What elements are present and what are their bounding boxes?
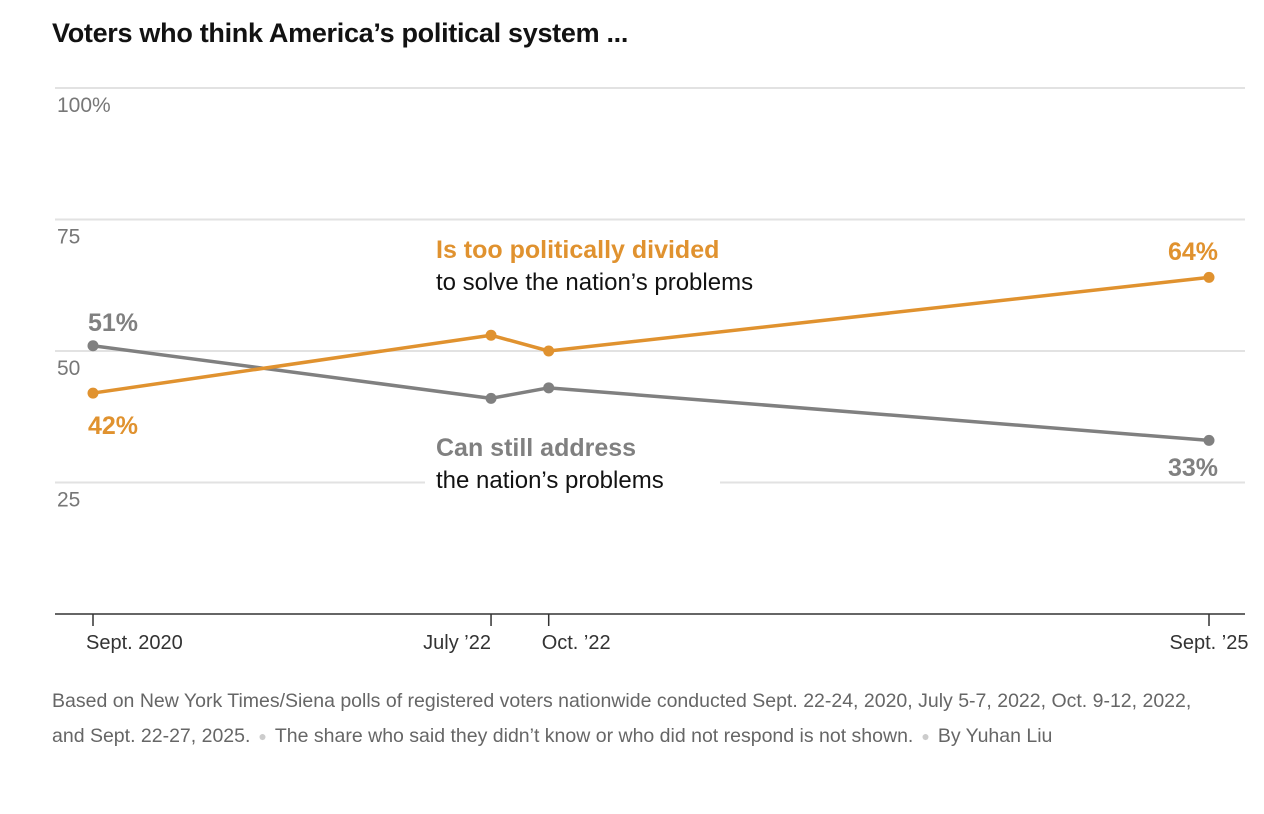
y-tick-label: 100% [57, 94, 111, 117]
data-point [543, 382, 555, 394]
note-dont-know: The share who said they didn’t know or w… [274, 725, 914, 747]
series-name-divided: Is too politically divided [436, 236, 719, 264]
data-point [485, 329, 497, 341]
y-tick-label: 50 [57, 357, 80, 380]
series-line [92, 344, 1210, 443]
chart-title: Voters who think America’s political sys… [52, 18, 629, 48]
note-source: Based on New York Times/Siena polls of r… [52, 690, 1192, 747]
data-point [1203, 271, 1215, 283]
annotation-background [425, 455, 720, 495]
data-point [87, 387, 99, 399]
x-tick-label: Sept. 2020 [86, 632, 183, 654]
byline: By Yuhan Liu [937, 725, 1053, 747]
data-point [1203, 434, 1215, 446]
data-label-end: 64% [1168, 238, 1218, 266]
x-tick-label: July ’22 [423, 632, 491, 654]
data-label-end: 33% [1168, 454, 1218, 482]
bullet-icon: ● [258, 728, 267, 745]
y-tick-label: 75 [57, 226, 80, 249]
data-point [87, 340, 99, 352]
y-tick-label: 25 [57, 489, 80, 512]
line-chart: 100% 75 50 25 Sept. 2020 July ’22 Oct. ’22 Sept… [55, 87, 1249, 654]
data-label-start: 42% [88, 412, 138, 440]
series-subtitle-address: the nation’s problems [436, 467, 664, 494]
x-tick-label: Oct. ’22 [542, 632, 611, 654]
chart-note: Based on New York Times/Siena polls of r… [52, 684, 1222, 754]
bullet-icon: ● [921, 728, 930, 745]
x-tick-label: Sept. ’25 [1170, 632, 1249, 654]
series-line [92, 275, 1210, 395]
series-subtitle-divided: to solve the nation’s problems [436, 269, 753, 296]
data-point [543, 345, 555, 357]
data-point [485, 392, 497, 404]
data-label-start: 51% [88, 309, 138, 337]
series-name-address: Can still address [436, 434, 636, 462]
